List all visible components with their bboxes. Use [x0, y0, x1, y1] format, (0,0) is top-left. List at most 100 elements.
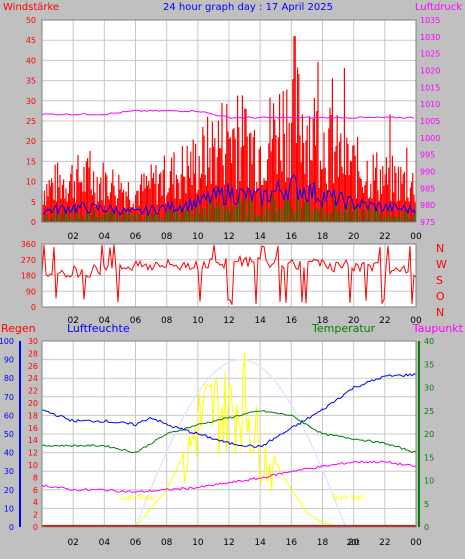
rain-tick-label: 20	[28, 399, 38, 408]
rain-tick-label: 28	[28, 349, 38, 358]
temperature-tick-label: 10	[424, 477, 434, 486]
humidity-tick-label: 90	[4, 356, 14, 365]
humidity-tick-label: 30	[4, 467, 14, 476]
compass-label: N	[436, 242, 444, 255]
wind-tick-label: 25	[26, 117, 36, 126]
rain-tick-label: 10	[28, 461, 38, 470]
dewpoint-line	[41, 460, 417, 494]
climate-panel-ticks: 0102030405060708090100024681012141618202…	[0, 337, 434, 548]
rain-axis-label: Regen	[1, 322, 36, 335]
x-tick-label: 18	[317, 232, 329, 242]
x-tick-label: 08	[161, 538, 173, 548]
now-marker-label: 20t	[346, 538, 359, 547]
x-tick-label: 14	[254, 316, 266, 326]
compass-label: O	[436, 290, 445, 303]
x-tick-label: 12	[223, 538, 234, 548]
rain-tick-label: 12	[28, 449, 38, 458]
x-tick-label: 10	[192, 316, 204, 326]
rain-tick-label: 6	[33, 486, 38, 495]
wind-tick-label: 45	[26, 36, 36, 45]
humidity-tick-label: 60	[4, 411, 14, 420]
wind-panel-marks	[41, 36, 417, 222]
x-tick-label: 16	[286, 538, 298, 548]
rain-tick-label: 8	[33, 473, 38, 482]
temperature-tick-label: 40	[424, 337, 434, 346]
rain-tick-label: 14	[28, 436, 38, 445]
wind-axis-label: Windstärke	[3, 2, 59, 13]
x-tick-label: 08	[161, 232, 173, 242]
humidity-tick-label: 40	[4, 449, 14, 458]
chart-title: 24 hour graph day : 17 April 2025	[163, 2, 333, 13]
rain-tick-label: 0	[33, 523, 38, 532]
x-tick-label: 00	[410, 232, 422, 242]
x-tick-label: 06	[130, 232, 142, 242]
temperature-tick-label: 0	[424, 523, 429, 532]
x-tick-label: 06	[130, 538, 142, 548]
pressure-tick-label: 1030	[420, 33, 440, 42]
x-tick-label: 02	[67, 538, 78, 548]
direction-tick-label: 270	[21, 256, 36, 265]
humidity-tick-label: 100	[0, 337, 14, 346]
pressure-tick-label: 1015	[420, 83, 440, 92]
pressure-tick-label: 980	[420, 201, 435, 210]
sun-annotations: Sun Rise Sun Set 20t	[120, 493, 364, 547]
x-tick-label: 22	[379, 316, 390, 326]
x-tick-label: 14	[254, 538, 266, 548]
x-tick-label: 10	[192, 232, 204, 242]
pressure-line	[41, 109, 415, 120]
wind-tick-label: 40	[26, 56, 36, 65]
x-tick-label: 02	[67, 232, 78, 242]
direction-tick-label: 360	[21, 240, 36, 249]
x-tick-label: 06	[130, 316, 142, 326]
pressure-tick-label: 1005	[420, 117, 440, 126]
wind-tick-label: 10	[26, 178, 36, 187]
dewpoint-axis-label: Taupunkt	[412, 322, 464, 335]
rain-tick-label: 18	[28, 411, 38, 420]
x-tick-label: 00	[410, 316, 422, 326]
wind-direction-line	[41, 244, 417, 305]
humidity-tick-label: 70	[4, 393, 14, 402]
humidity-tick-label: 80	[4, 374, 14, 383]
x-tick-label: 18	[317, 316, 329, 326]
wind-panel-ticks: 0510152025303540455097598098599099510001…	[26, 16, 441, 242]
pressure-tick-label: 1035	[420, 16, 440, 25]
pressure-axis-label: Luftdruck	[415, 2, 462, 13]
pressure-tick-label: 995	[420, 151, 435, 160]
x-tick-label: 04	[99, 316, 111, 326]
pressure-tick-label: 985	[420, 184, 435, 193]
x-tick-label: 22	[379, 232, 390, 242]
x-tick-label: 20	[348, 232, 360, 242]
wind-tick-label: 5	[31, 198, 36, 207]
wind-tick-label: 30	[26, 97, 36, 106]
sunrise-label: Sun Rise	[120, 493, 155, 502]
humidity-tick-label: 50	[4, 430, 14, 439]
x-tick-label: 16	[286, 316, 298, 326]
x-tick-label: 08	[161, 316, 173, 326]
temperature-tick-label: 25	[424, 407, 434, 416]
direction-tick-label: 0	[31, 303, 36, 312]
compass-label: N	[436, 306, 444, 319]
temperature-axis-label: Temperatur	[311, 322, 376, 335]
compass-label: W	[436, 258, 447, 271]
temperature-tick-label: 5	[424, 500, 429, 509]
rain-tick-label: 2	[33, 511, 38, 520]
rain-tick-label: 24	[28, 374, 38, 383]
x-tick-label: 04	[99, 232, 111, 242]
rain-tick-label: 22	[28, 387, 38, 396]
rain-tick-label: 30	[28, 337, 38, 346]
humidity-tick-label: 20	[4, 486, 14, 495]
x-tick-label: 20	[348, 538, 360, 548]
temperature-tick-label: 15	[424, 453, 434, 462]
x-tick-label: 20	[348, 316, 360, 326]
rain-tick-label: 16	[28, 424, 38, 433]
x-tick-label: 22	[379, 538, 390, 548]
pressure-tick-label: 990	[420, 168, 435, 177]
avg-wind-line	[41, 174, 417, 217]
temperature-line	[41, 409, 417, 454]
rain-tick-label: 4	[33, 498, 38, 507]
temperature-tick-label: 35	[424, 360, 434, 369]
x-tick-label: 12	[223, 232, 234, 242]
pressure-tick-label: 1020	[420, 67, 440, 76]
